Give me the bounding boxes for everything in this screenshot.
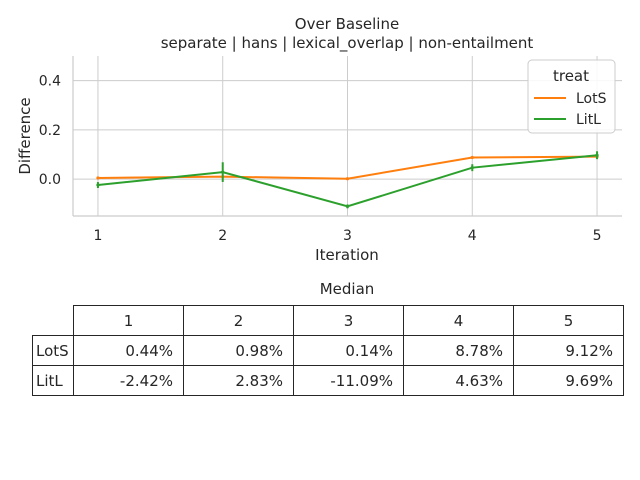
table-cell: 4.63% [403,365,514,396]
table-cell: 0.98% [183,335,294,366]
data-point-litl [470,166,474,170]
table-title: Median [319,280,375,298]
table-cell: 8.78% [403,335,514,366]
table-cell: -2.42% [73,365,184,396]
y-tick-label: 0.4 [39,74,61,90]
column-header: 2 [183,305,294,336]
legend-title: treat [553,67,589,85]
chart-title: Over Baseline [295,15,399,33]
data-point-litl [345,204,350,208]
column-header: 4 [403,305,514,336]
table-row: LitL -2.42% 2.83% -11.09% 4.63% 9.69% [32,365,624,396]
legend: treat LotS LitL [527,59,616,134]
table-cell: -11.09% [293,365,404,396]
y-tick-label: 0.2 [39,123,61,139]
legend-box [527,59,616,134]
row-label: LotS [32,335,74,366]
table-cell: 2.83% [183,365,294,396]
column-header: 5 [513,305,624,336]
table-row: LotS 0.44% 0.98% 0.14% 8.78% 9.12% [32,335,624,366]
table-corner [33,306,74,336]
x-tick-label: 2 [218,228,227,244]
data-point-litl [221,170,225,174]
column-header: 1 [73,305,184,336]
table-cell: 9.69% [513,365,624,396]
chart-subtitle: separate | hans | lexical_overlap | non-… [161,34,534,53]
table-cell: 9.12% [513,335,624,366]
x-axis-label: Iteration [315,246,379,264]
data-point-lots [470,155,474,160]
data-point-lots [345,177,350,181]
x-tick-label: 3 [343,228,352,244]
x-tick-label: 1 [93,228,102,244]
data-point-litl [96,183,100,187]
x-tick-label: 4 [468,228,477,244]
y-axis-label: Difference [16,97,34,174]
data-point-litl [595,153,599,157]
median-table: 1 2 3 4 5 LotS 0.44% 0.98% 0.14% 8.78% 9… [32,305,624,396]
legend-label-litl: LitL [576,112,601,128]
row-label: LitL [32,365,74,396]
data-point-lots [96,176,100,180]
legend-label-lots: LotS [576,91,607,107]
column-header: 3 [293,305,404,336]
table-cell: 0.44% [73,335,184,366]
table-header-row: 1 2 3 4 5 [33,305,624,336]
y-tick-label: 0.0 [39,172,61,188]
x-tick-label: 5 [593,228,602,244]
table-cell: 0.14% [293,335,404,366]
